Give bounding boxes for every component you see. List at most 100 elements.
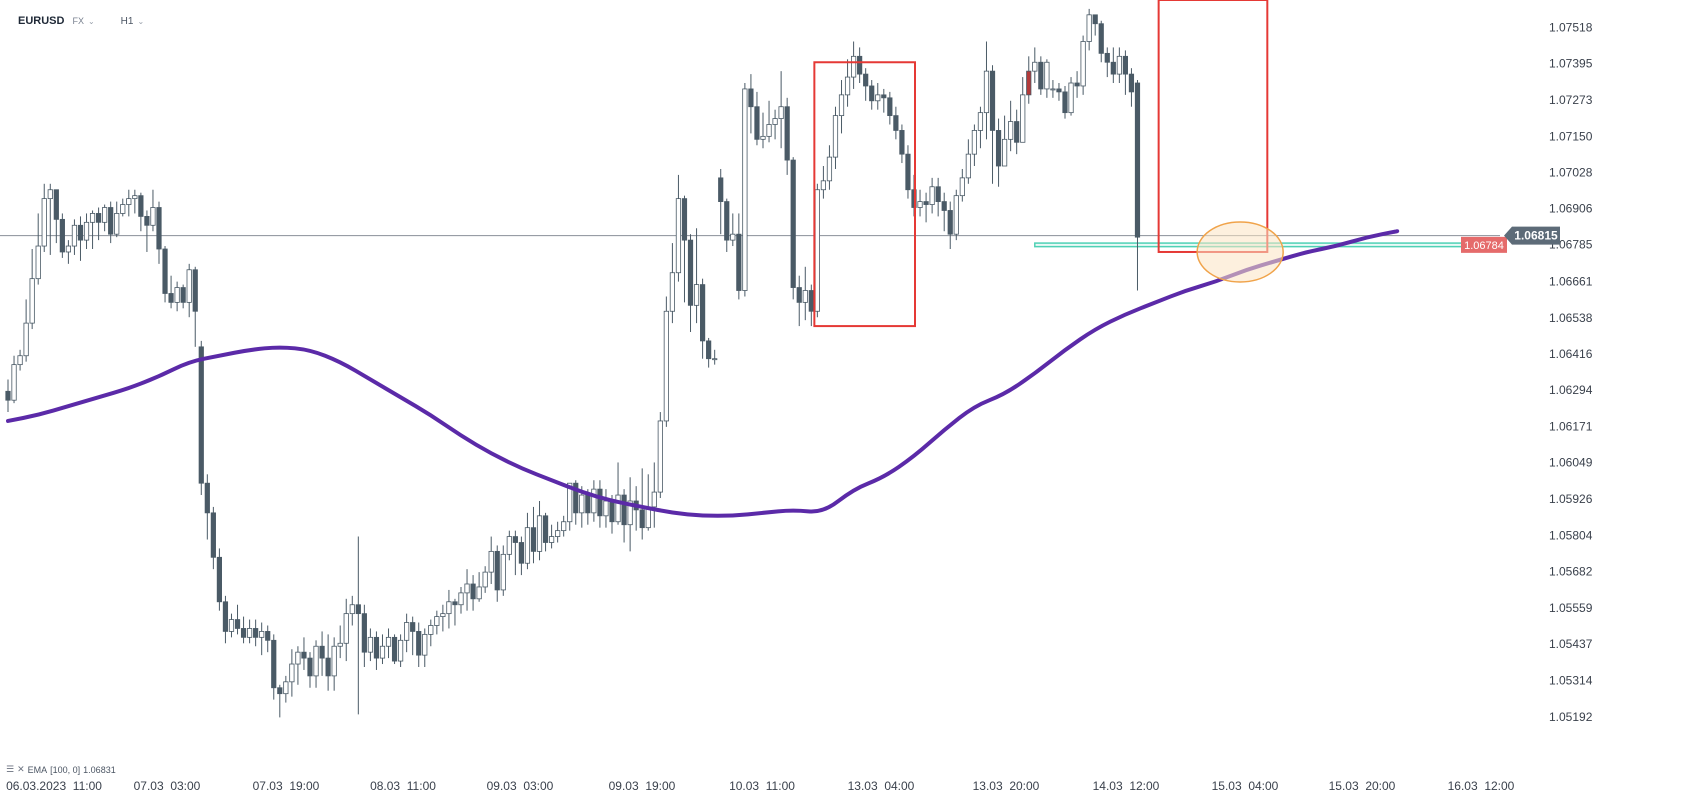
candle-body: [11, 364, 17, 401]
candle: [748, 74, 754, 134]
symbol-label[interactable]: EURUSD: [18, 15, 65, 27]
y-tick-label: 1.07028: [1549, 166, 1593, 180]
y-tick-label: 1.06171: [1549, 420, 1593, 434]
candle: [857, 47, 863, 84]
candle-body: [875, 94, 881, 102]
candle: [59, 213, 65, 258]
candle: [977, 106, 984, 149]
candle-body: [470, 583, 476, 600]
candle-body: [307, 657, 313, 677]
candle: [651, 462, 657, 528]
candle: [742, 83, 748, 297]
candle: [832, 106, 839, 169]
candle-body: [1122, 55, 1128, 75]
candle-body: [579, 494, 585, 514]
candle: [887, 91, 893, 125]
y-tick-label: 1.06416: [1549, 347, 1593, 361]
candle: [120, 198, 126, 217]
candle-body: [1068, 82, 1074, 114]
candle-body: [760, 135, 766, 140]
candle: [434, 610, 440, 635]
candle-body: [301, 651, 307, 659]
candle: [337, 625, 343, 659]
candle: [1092, 14, 1098, 36]
candle-body: [265, 631, 271, 641]
candle: [494, 545, 500, 602]
candle-body: [1026, 70, 1032, 96]
market-dropdown-icon[interactable]: ⌄: [87, 16, 95, 26]
candle: [289, 649, 295, 697]
candle: [41, 183, 47, 252]
candle: [331, 637, 337, 691]
candle-body: [71, 224, 78, 247]
y-tick-label: 1.07273: [1549, 93, 1593, 107]
candle: [1068, 77, 1074, 116]
candle-body: [77, 224, 84, 241]
candle: [826, 145, 833, 190]
candle: [1110, 47, 1116, 84]
candle-body: [844, 76, 851, 96]
y-tick-label: 1.06294: [1549, 383, 1593, 397]
candle-body: [1080, 41, 1086, 87]
candle-body: [1014, 121, 1020, 143]
candle-body: [681, 198, 688, 241]
candle-body: [464, 583, 470, 594]
current-price-tag: [1504, 226, 1560, 245]
candle-body: [331, 645, 337, 677]
candle: [246, 619, 253, 644]
candle-body: [899, 130, 905, 155]
candle: [905, 145, 911, 199]
candle-body: [615, 494, 621, 523]
candle-body: [17, 355, 23, 366]
candle-body: [917, 201, 923, 208]
timeframe-dropdown-icon[interactable]: ⌄: [137, 16, 145, 26]
candle: [89, 210, 96, 250]
candle: [814, 183, 820, 318]
market-label[interactable]: FX: [72, 16, 84, 26]
candle-body: [180, 287, 186, 303]
candle: [669, 243, 676, 324]
candle-body: [446, 601, 452, 615]
candle-body: [367, 636, 374, 653]
y-tick-label: 1.07395: [1549, 57, 1593, 71]
candle: [675, 174, 682, 282]
indicator-legend: ☰ ✕ EMA [100, 0] 1.06831: [6, 764, 116, 775]
candle-body: [663, 310, 669, 422]
candle-body: [102, 207, 108, 223]
candle-body: [422, 633, 428, 656]
timeframe-label[interactable]: H1: [120, 15, 134, 27]
candle-body: [246, 628, 253, 638]
candle: [700, 278, 706, 359]
candle-body: [494, 550, 500, 591]
candle: [524, 512, 531, 570]
candle: [935, 177, 941, 217]
candle-body: [730, 233, 736, 241]
candle-body: [150, 207, 156, 226]
x-tick-label: 09.03 19:00: [609, 779, 676, 793]
candle-body: [506, 536, 512, 555]
time-axis: 06.03.2023 11:00 07.03 03:00 07.03 19:00 08…: [6, 779, 1515, 793]
candle: [681, 195, 688, 303]
candle-body: [518, 542, 525, 564]
candle-body: [228, 619, 235, 632]
y-tick-label: 1.05926: [1549, 492, 1593, 506]
candle-body: [766, 124, 772, 137]
candle: [518, 536, 525, 576]
indicator-settings-icon[interactable]: ☰: [6, 764, 15, 774]
candle-body: [736, 233, 742, 291]
candle: [1032, 47, 1038, 84]
indicator-remove-icon[interactable]: ✕: [17, 764, 25, 774]
x-tick-label: 13.03 20:00: [973, 779, 1040, 793]
candle: [820, 166, 827, 199]
candle-body: [929, 186, 935, 205]
candle: [555, 521, 561, 543]
candle: [778, 71, 784, 149]
candle-body: [1110, 61, 1116, 75]
candle-body: [542, 515, 549, 543]
candle: [760, 112, 766, 149]
x-tick-label: 14.03 12:00: [1093, 779, 1160, 793]
candle: [971, 124, 978, 167]
candle: [687, 234, 694, 333]
candle-body: [325, 657, 331, 677]
